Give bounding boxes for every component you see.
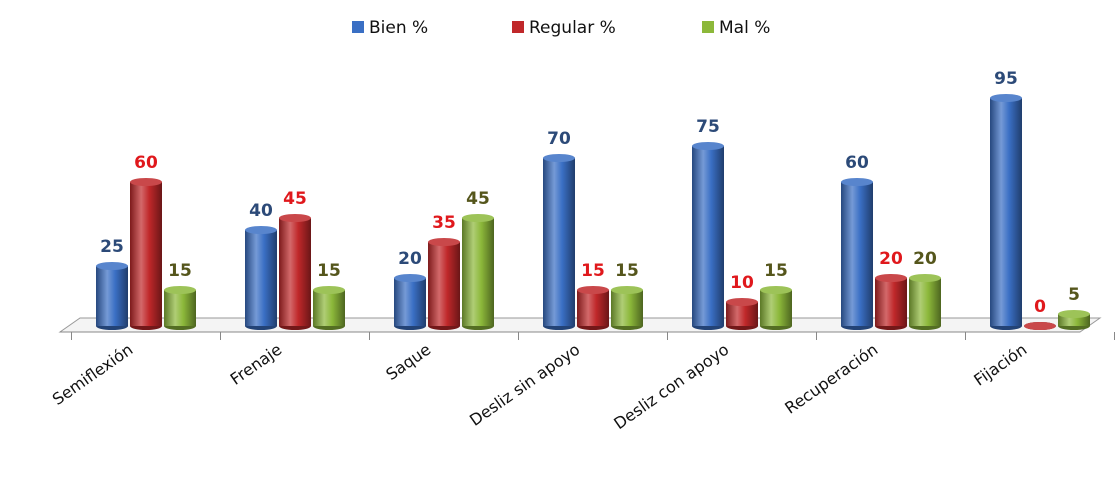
data-label: 95: [994, 69, 1018, 89]
data-label: 20: [398, 249, 422, 269]
bar-top: [692, 142, 724, 150]
bar: [462, 218, 494, 326]
bar: [428, 242, 460, 326]
legend-swatch: [702, 21, 714, 33]
data-label: 20: [879, 249, 903, 269]
data-label: 15: [317, 261, 341, 281]
bar-top: [577, 286, 609, 294]
data-label: 70: [547, 129, 571, 149]
bar-top: [394, 274, 426, 282]
bar: [130, 182, 162, 326]
bar-top: [462, 214, 494, 222]
bar-top: [164, 286, 196, 294]
data-label: 0: [1034, 297, 1046, 317]
bar: [313, 290, 345, 326]
data-label: 45: [466, 189, 490, 209]
bar: [692, 146, 724, 326]
bar-top: [611, 286, 643, 294]
data-label: 60: [134, 153, 158, 173]
legend-swatch: [352, 21, 364, 33]
bar-top: [130, 178, 162, 186]
data-label: 20: [913, 249, 937, 269]
legend-label: Bien %: [369, 18, 428, 38]
bar-top: [841, 178, 873, 186]
x-tick-label: Frenaje: [227, 340, 286, 389]
data-label: 75: [696, 117, 720, 137]
bar: [990, 98, 1022, 326]
x-tick-label: Saque: [382, 340, 434, 384]
x-tick-label: Recuperación: [781, 340, 881, 418]
data-label: 25: [100, 237, 124, 257]
bar: [760, 290, 792, 326]
legend-label: Mal %: [719, 18, 770, 38]
data-label: 45: [283, 189, 307, 209]
bar-top: [313, 286, 345, 294]
bar: [543, 158, 575, 326]
legend-label: Regular %: [529, 18, 616, 38]
bar: [394, 278, 426, 326]
x-tick-label: Semiflexión: [49, 340, 137, 409]
bar-top: [245, 226, 277, 234]
bar-top: [760, 286, 792, 294]
data-label: 15: [168, 261, 192, 281]
data-label: 35: [432, 213, 456, 233]
bar-top: [990, 94, 1022, 102]
legend-swatch: [512, 21, 524, 33]
x-tick-label: Fijación: [970, 340, 1030, 390]
bar-top: [428, 238, 460, 246]
data-label: 60: [845, 153, 869, 173]
x-tick-label: Desliz sin apoyo: [466, 340, 583, 430]
data-label: 15: [764, 261, 788, 281]
bar-top: [543, 154, 575, 162]
data-label: 10: [730, 273, 754, 293]
bar-top: [279, 214, 311, 222]
bar: [875, 278, 907, 326]
bar-top: [875, 274, 907, 282]
bar: [841, 182, 873, 326]
bar: [577, 290, 609, 326]
data-label: 15: [615, 261, 639, 281]
data-label: 5: [1068, 285, 1080, 305]
data-label: 40: [249, 201, 273, 221]
bar-top: [726, 298, 758, 306]
data-label: 15: [581, 261, 605, 281]
bar-top: [1024, 322, 1056, 330]
bar-top: [96, 262, 128, 270]
bar: [245, 230, 277, 326]
bar: [611, 290, 643, 326]
bar-top: [1058, 310, 1090, 318]
bar: [96, 266, 128, 326]
bar: [164, 290, 196, 326]
x-tick-label: Desliz con apoyo: [610, 340, 732, 433]
bar: [279, 218, 311, 326]
bar: [909, 278, 941, 326]
bar-top: [909, 274, 941, 282]
